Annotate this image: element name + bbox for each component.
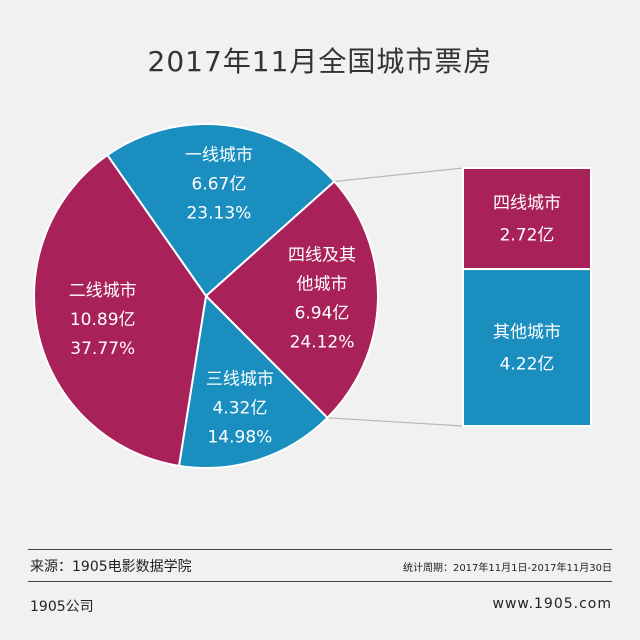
slice-name: 四线及其 (288, 246, 356, 266)
period-text: 统计周期：2017年11月1日-2017年11月30日 (402, 563, 612, 574)
slice-name: 他城市 (297, 275, 348, 295)
slice-percent: 37.77% (70, 339, 135, 359)
connector-line-bottom (327, 417, 464, 427)
slice-percent: 14.98% (207, 428, 272, 448)
footer-rule-middle (28, 581, 612, 582)
slice-name: 三线城市 (206, 370, 274, 390)
slice-value: 4.32亿 (212, 399, 267, 419)
footer-rule-top (28, 549, 612, 550)
breakdown-name: 四线城市 (493, 194, 561, 214)
pie-slice (33, 153, 208, 468)
breakdown-value: 4.22亿 (500, 355, 555, 375)
slice-percent: 23.13% (186, 204, 251, 224)
pie-slice (105, 123, 336, 298)
breakdown-name: 其他城市 (493, 323, 561, 343)
slice-percent: 24.12% (290, 333, 355, 353)
connector-line-top (334, 167, 464, 183)
breakdown-segment (462, 268, 592, 427)
website-link[interactable]: www.1905.com (492, 596, 612, 612)
slice-value: 6.67亿 (191, 175, 246, 195)
chart-title: 2017年11月全国城市票房 (147, 45, 493, 78)
slice-value: 6.94亿 (295, 304, 350, 324)
breakdown-value: 2.72亿 (500, 226, 555, 246)
company-name: 1905公司 (30, 599, 94, 615)
slice-name: 一线城市 (185, 146, 253, 166)
slice-value: 10.89亿 (70, 310, 136, 330)
pie-slice (177, 293, 329, 469)
pie-slices (33, 123, 379, 469)
breakdown-connectors (327, 167, 464, 427)
source-text: 来源：1905电影数据学院 (30, 559, 192, 575)
pie-slice (204, 180, 379, 420)
slice-name: 二线城市 (69, 281, 137, 301)
breakdown-segment (462, 167, 592, 271)
